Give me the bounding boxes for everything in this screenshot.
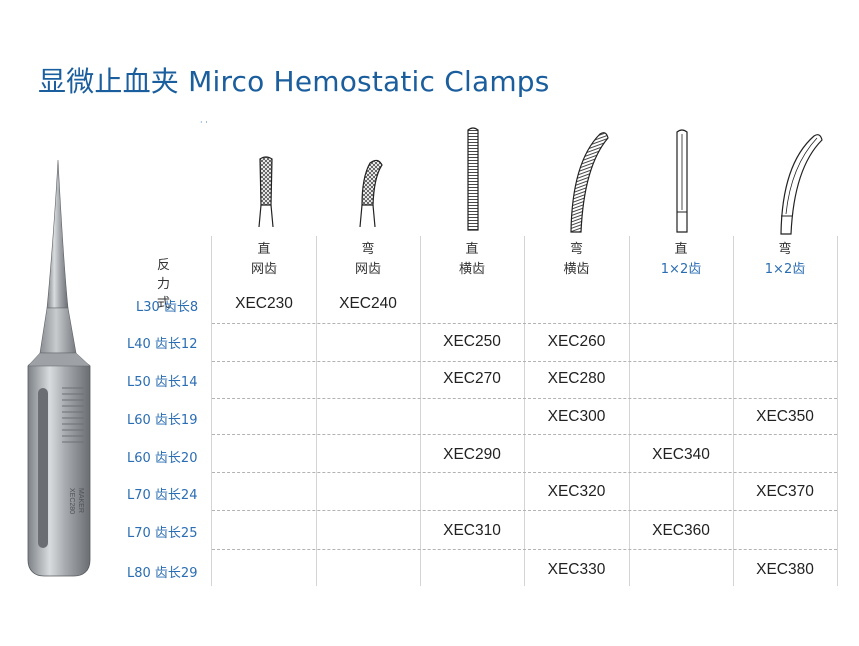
- engraving-text-2: MAKER: [77, 488, 84, 513]
- row-label: L70 齿长25: [127, 526, 198, 541]
- table-cell: XEC260: [547, 333, 606, 350]
- grid-vline: [524, 236, 525, 586]
- column-header: 弯 横齿: [524, 240, 629, 280]
- column-shape: 直: [465, 242, 479, 257]
- column-teeth: 网齿: [250, 262, 277, 277]
- column-header: 直 1×2齿: [629, 240, 733, 280]
- curved-serrated-tip-icon: [570, 132, 609, 233]
- straight-mesh-tip-icon: [258, 156, 274, 228]
- table-cell: XEC360: [652, 522, 710, 539]
- table-cell: XEC250: [443, 333, 501, 350]
- curved-mesh-tip-icon: [359, 159, 383, 228]
- row-header: 反力式: [157, 258, 171, 311]
- column-header: 直 横齿: [420, 240, 524, 280]
- grid-vline: [420, 236, 421, 586]
- table-cell: XEC240: [339, 295, 397, 312]
- row-label: L40 齿长12: [127, 337, 198, 352]
- table-cell: XEC380: [756, 561, 814, 578]
- column-teeth: 横齿: [563, 262, 590, 277]
- row-label: L80 齿长29: [127, 566, 198, 581]
- table-cell: XEC320: [547, 483, 606, 500]
- column-shape: 直: [257, 242, 271, 257]
- table-cell: XEC350: [756, 408, 814, 425]
- column-header: 弯 网齿: [316, 240, 420, 280]
- table-cell: XEC300: [547, 408, 606, 425]
- grid-vline: [837, 236, 838, 586]
- clamp-photo: XEC280 MAKER: [27, 159, 91, 577]
- curved-1x2-tip-icon: [780, 134, 823, 235]
- row-label: L60 齿长20: [127, 451, 198, 466]
- row-separator: [212, 361, 837, 362]
- table-cell: XEC270: [443, 370, 501, 387]
- column-teeth: 1×2齿: [764, 262, 806, 277]
- row-separator: [212, 398, 837, 399]
- table-cell: XEC290: [443, 446, 501, 463]
- grid-vline: [733, 236, 734, 586]
- row-separator: [212, 510, 837, 511]
- decorative-dots: · ·: [200, 118, 208, 127]
- row-separator: [212, 323, 837, 324]
- engraving-text-1: XEC280: [68, 488, 75, 514]
- column-shape: 直: [674, 242, 688, 257]
- grid-vline: [316, 236, 317, 586]
- row-separator: [212, 472, 837, 473]
- table-cell: XEC230: [235, 295, 293, 312]
- row-separator: [212, 549, 837, 550]
- page-title: 显微止血夹 Mirco Hemostatic Clamps: [38, 65, 550, 98]
- column-shape: 弯: [778, 242, 792, 257]
- column-shape: 弯: [569, 242, 583, 257]
- column-shape: 弯: [361, 242, 375, 257]
- row-label: L50 齿长14: [127, 375, 198, 390]
- table-cell: XEC370: [756, 483, 814, 500]
- column-teeth: 横齿: [458, 262, 485, 277]
- straight-serrated-tip-icon: [467, 127, 479, 231]
- table-cell: XEC330: [547, 561, 606, 578]
- column-header: 直 网齿: [212, 240, 316, 280]
- table-cell: XEC340: [652, 446, 710, 463]
- grid-vline: [211, 236, 212, 586]
- column-teeth: 网齿: [354, 262, 381, 277]
- row-separator: [212, 434, 837, 435]
- straight-1x2-tip-icon: [676, 129, 688, 233]
- row-label: L70 齿长24: [127, 488, 198, 503]
- row-label: L60 齿长19: [127, 413, 198, 428]
- column-teeth: 1×2齿: [660, 262, 702, 277]
- column-header: 弯 1×2齿: [733, 240, 837, 280]
- table-cell: XEC280: [547, 370, 606, 387]
- grid-vline: [629, 236, 630, 586]
- row-label: L30 齿长8: [136, 300, 199, 315]
- table-cell: XEC310: [443, 522, 501, 539]
